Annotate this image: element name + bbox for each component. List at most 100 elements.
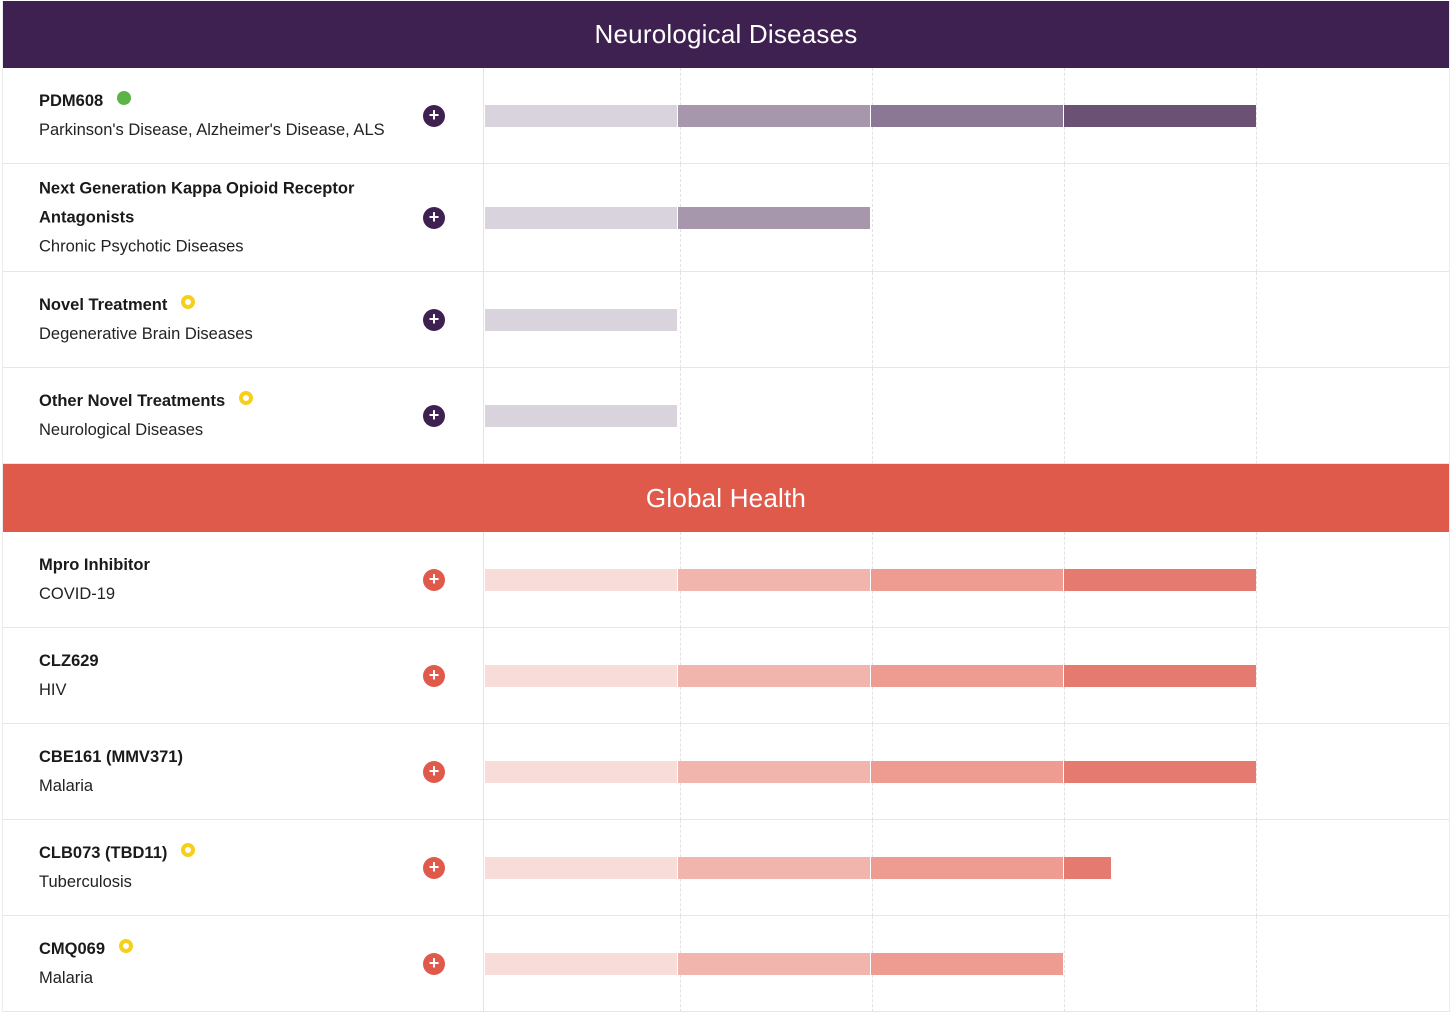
expand-program-button[interactable]: + [423,206,445,229]
program-indication: Malaria [39,776,94,795]
section-title: Global Health [3,464,1449,532]
program-name: Mpro Inhibitor [39,551,399,580]
progress-bar [485,308,1257,331]
progress-segment-phase-2 [678,856,870,879]
program-info: CLZ629 HIV + [3,628,484,723]
progress-segment-phase-1 [485,568,677,591]
phase-gridline [1256,68,1257,164]
program-row: CLB073 (TBD11) Tuberculosis + [3,820,1449,916]
program-text: CMQ069 Malaria [39,935,399,993]
expand-program-button[interactable]: + [423,104,445,127]
program-name-text: CMQ069 [39,939,106,958]
plus-icon: + [428,664,440,685]
plus-icon: + [428,952,440,973]
progress-segment-phase-3 [871,856,1063,879]
program-name-text: CLZ629 [39,651,99,670]
progress-segment-phase-4 [1064,568,1256,591]
plus-icon: + [428,104,440,125]
program-text: Novel Treatment Degenerative Brain Diseas… [39,291,399,349]
phase-gridline [1064,368,1065,464]
expand-program-button[interactable]: + [423,568,445,591]
progress-segment-phase-2 [678,664,870,687]
program-info: PDM608 Parkinson's Disease, Alzheimer's D… [3,68,484,163]
phase-gridline [1064,164,1065,272]
program-row: PDM608 Parkinson's Disease, Alzheimer's D… [3,68,1449,164]
status-ring-yellow-icon [239,391,254,405]
progress-segment-phase-4 [1064,104,1256,127]
program-row: Mpro Inhibitor COVID-19 + [3,532,1449,628]
program-name: CLB073 (TBD11) [39,839,399,868]
expand-program-button[interactable]: + [423,760,445,783]
program-name: Other Novel Treatments [39,387,399,416]
phase-gridline [872,368,873,464]
program-name: Next Generation Kappa Opioid Receptor An… [39,174,399,232]
plus-icon: + [428,404,440,425]
program-info: Mpro Inhibitor COVID-19 + [3,532,484,627]
progress-segment-phase-3 [871,664,1063,687]
program-indication: Neurological Diseases [39,420,204,439]
program-row: Next Generation Kappa Opioid Receptor An… [3,164,1449,272]
plus-icon: + [428,760,440,781]
progress-segment-phase-1 [485,664,677,687]
program-indication: Malaria [39,968,94,987]
program-info: Other Novel Treatments Neurological Disea… [3,368,484,463]
progress-segment-phase-3 [871,104,1063,127]
progress-segment-phase-2 [678,104,870,127]
progress-bar [485,856,1257,879]
phase-gridline [1256,724,1257,820]
program-name-text: Next Generation Kappa Opioid Receptor An… [39,179,355,226]
phase-gridline [1256,916,1257,1012]
program-name-text: Other Novel Treatments [39,391,226,410]
progress-chart [484,68,1449,164]
progress-bar [485,952,1257,975]
program-info: Next Generation Kappa Opioid Receptor An… [3,164,484,271]
program-text: Other Novel Treatments Neurological Disea… [39,387,399,445]
program-text: CBE161 (MMV371) Malaria [39,743,399,801]
program-row: CBE161 (MMV371) Malaria + [3,724,1449,820]
program-indication: Parkinson's Disease, Alzheimer's Disease… [39,120,385,139]
progress-segment-phase-1 [485,404,677,427]
progress-chart [484,272,1449,368]
phase-gridline [1256,164,1257,272]
program-info: CLB073 (TBD11) Tuberculosis + [3,820,484,915]
status-dot-green-icon [117,91,132,105]
program-text: CLZ629 HIV [39,647,399,705]
program-indication: COVID-19 [39,584,116,603]
program-name-text: CBE161 (MMV371) [39,747,183,766]
program-name-text: PDM608 [39,91,104,110]
phase-gridline [680,368,681,464]
progress-bar [485,404,1257,427]
progress-segment-phase-3 [871,952,1063,975]
program-name: Novel Treatment [39,291,399,320]
program-name: PDM608 [39,87,399,116]
progress-segment-phase-1 [485,206,677,229]
phase-gridline [680,272,681,368]
program-row: CMQ069 Malaria + [3,916,1449,1012]
program-row: CLZ629 HIV + [3,628,1449,724]
expand-program-button[interactable]: + [423,404,445,427]
progress-segment-phase-4 [1064,856,1111,879]
phase-gridline [872,164,873,272]
progress-bar [485,664,1257,687]
program-info: CBE161 (MMV371) Malaria + [3,724,484,819]
program-indication: Tuberculosis [39,872,132,891]
program-indication: HIV [39,680,67,699]
progress-segment-phase-4 [1064,664,1256,687]
progress-segment-phase-1 [485,308,677,331]
phase-gridline [1256,368,1257,464]
section-title: Neurological Diseases [3,1,1449,68]
program-name: CLZ629 [39,647,399,676]
status-ring-yellow-icon [181,843,196,857]
progress-chart [484,164,1449,272]
expand-program-button[interactable]: + [423,856,445,879]
progress-chart [484,724,1449,820]
expand-program-button[interactable]: + [423,952,445,975]
program-name: CMQ069 [39,935,399,964]
expand-program-button[interactable]: + [423,664,445,687]
expand-program-button[interactable]: + [423,308,445,331]
program-name-text: CLB073 (TBD11) [39,843,168,862]
program-row: Other Novel Treatments Neurological Disea… [3,368,1449,464]
progress-segment-phase-2 [678,760,870,783]
phase-gridline [1064,916,1065,1012]
